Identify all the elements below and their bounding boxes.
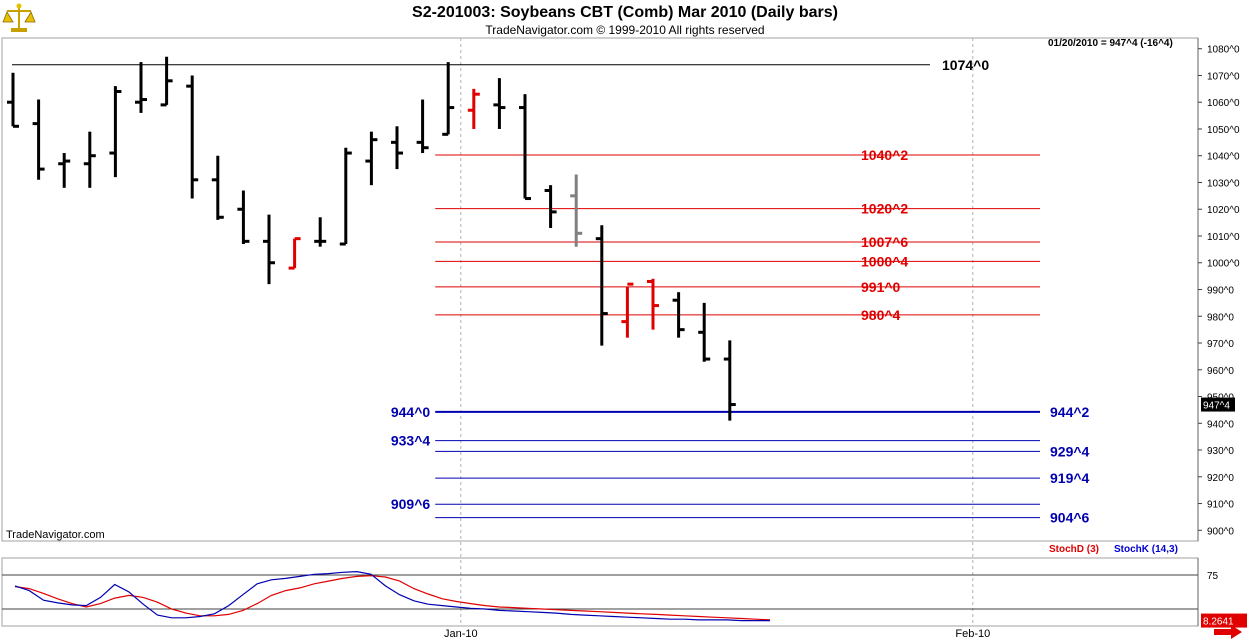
price-tick-label-10: 980^0 (1207, 312, 1234, 323)
ohlc-bar-14 (365, 131, 378, 186)
ohlc-bar-1 (32, 99, 45, 180)
level-label-9: 929^4 (1050, 443, 1090, 459)
price-readout: 01/20/2010 = 947^4 (-16^4) (1048, 38, 1173, 49)
ohlc-bar-12 (314, 217, 327, 247)
price-tick-label-16: 920^0 (1207, 473, 1234, 484)
ohlc-bar-5 (135, 62, 147, 113)
price-tick-label-15: 930^0 (1207, 446, 1234, 457)
stoch-d-legend: StochD (3) (1049, 544, 1099, 555)
date-tick-label-0: Jan-10 (444, 628, 478, 640)
level-label-5: 991^0 (861, 279, 901, 295)
stoch-tick-label-0: 75 (1207, 571, 1219, 582)
stoch-value-tag-box (1201, 613, 1247, 628)
ohlc-bar-6 (160, 56, 173, 107)
grid-layer (460, 38, 974, 626)
ohlc-bar-19 (493, 78, 506, 129)
level-lines: 1074^0 1040^2 1020^2 1007^6 1000^4 991^0 980^4… (12, 57, 1090, 526)
current-price-tag-box (1201, 397, 1235, 412)
ohlc-bar-21 (544, 185, 557, 228)
ohlc-bar-7 (186, 75, 199, 199)
ohlc-bar-26 (672, 292, 685, 338)
ohlc-bar-3 (83, 131, 96, 188)
chart-title: S2-201003: Soybeans CBT (Comb) Mar 2010 … (412, 4, 838, 21)
ohlc-bar-27 (698, 302, 711, 362)
ohlc-bar-18 (467, 88, 480, 129)
ohlc-bar-2 (58, 153, 71, 188)
level-label-6: 980^4 (861, 307, 901, 323)
price-tick-label-17: 910^0 (1207, 500, 1234, 511)
price-tick-label-8: 1000^0 (1207, 259, 1240, 270)
level-label-1: 1040^2 (861, 147, 908, 163)
level-label-7: 944^2 (1050, 404, 1090, 420)
level-label-0: 1074^0 (942, 57, 989, 73)
watermark-text: TradeNavigator.com (6, 529, 105, 541)
level-label-2: 1020^2 (861, 201, 908, 217)
price-bars (7, 56, 736, 421)
ohlc-bar-25 (647, 278, 659, 330)
current-price-tag-text: 947^4 (1203, 401, 1230, 412)
ohlc-bar-15 (391, 126, 403, 170)
ohlc-bar-22 (570, 174, 583, 247)
price-tick-label-0: 1080^0 (1207, 45, 1240, 56)
price-tick-label-18: 900^0 (1207, 526, 1234, 537)
price-tick-label-7: 1010^0 (1207, 232, 1240, 243)
date-axis: Jan-10 Feb-10 (444, 628, 990, 640)
level-label-4: 1000^4 (861, 253, 908, 269)
ohlc-bar-23 (595, 225, 608, 346)
level-label-10: 919^4 (1050, 470, 1090, 486)
ohlc-bar-9 (237, 190, 250, 245)
price-tick-label-11: 970^0 (1207, 339, 1234, 350)
price-tick-label-3: 1050^0 (1207, 125, 1240, 136)
date-tick-label-1: Feb-10 (955, 628, 990, 640)
price-tick-label-12: 960^0 (1207, 366, 1234, 377)
stoch-series-1 (14, 570, 770, 622)
right-arrow-icon[interactable] (1213, 625, 1243, 639)
ohlc-bar-16 (416, 99, 429, 154)
ohlc-bar-4 (109, 86, 122, 178)
level-label-3: 1007^6 (861, 234, 908, 250)
price-tick-label-1: 1070^0 (1207, 71, 1240, 82)
chart-subtitle: TradeNavigator.com © 1999-2010 All right… (485, 23, 765, 37)
stoch-series-0 (14, 575, 771, 621)
price-tick-label-9: 990^0 (1207, 286, 1234, 297)
level-left-label-8: 933^4 (391, 433, 431, 449)
ohlc-bar-28 (723, 340, 736, 421)
stochastic-panel: 75 (2, 570, 1219, 622)
price-tick-label-4: 1040^0 (1207, 152, 1240, 163)
level-label-12: 904^6 (1050, 510, 1090, 526)
price-tick-label-14: 940^0 (1207, 419, 1234, 430)
stoch-k-legend: StochK (14,3) (1114, 544, 1178, 555)
price-tick-label-5: 1030^0 (1207, 178, 1240, 189)
ohlc-bar-10 (263, 214, 275, 285)
price-tick-label-2: 1060^0 (1207, 98, 1240, 109)
stoch-value-tag-text: 8.2641 (1203, 617, 1234, 628)
ohlc-bar-13 (339, 147, 352, 246)
ohlc-bar-20 (519, 94, 531, 201)
ohlc-bar-17 (442, 62, 455, 136)
level-left-label-11: 909^6 (391, 496, 431, 512)
level-left-label-7: 944^0 (391, 404, 431, 420)
plot-area (1, 37, 1199, 542)
ohlc-bar-24 (621, 282, 634, 338)
ohlc-bar-8 (211, 155, 224, 220)
ohlc-bar-11 (288, 237, 301, 270)
price-tick-label-6: 1020^0 (1207, 205, 1240, 216)
price-tags: 947^4 8.2641 (1201, 397, 1247, 628)
price-axis: 1080^0 1070^0 1060^0 1050^0 1040^0 1030^0 1020… (1198, 45, 1240, 537)
scales-icon[interactable] (2, 2, 36, 36)
ohlc-bar-0 (7, 72, 19, 128)
